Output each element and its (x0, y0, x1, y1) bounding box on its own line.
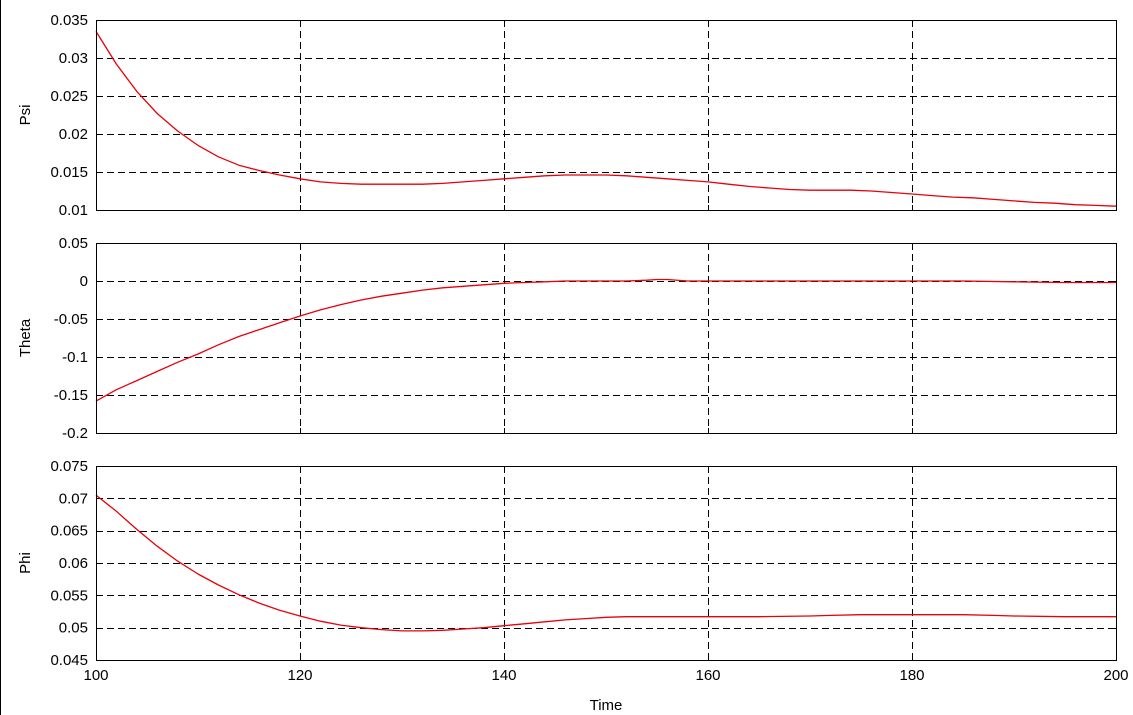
x-axis-label: Time (590, 697, 623, 714)
y-tick-label: 0 (80, 273, 88, 290)
y-tick-label: 0.05 (59, 620, 88, 637)
y-axis-label: Theta (17, 318, 34, 357)
x-tick-label: 200 (1103, 667, 1128, 684)
y-tick-label: 0.075 (50, 458, 88, 475)
x-tick-label: 120 (287, 667, 312, 684)
y-tick-label: 0.015 (50, 164, 88, 181)
y-tick-label: -0.2 (62, 425, 88, 442)
y-tick-label: 0.02 (59, 126, 88, 143)
x-tick-label: 140 (491, 667, 516, 684)
y-tick-label: -0.1 (62, 349, 88, 366)
y-tick-label: 0.045 (50, 652, 88, 669)
y-tick-label: 0.065 (50, 523, 88, 540)
x-tick-label: 180 (899, 667, 924, 684)
y-tick-label: 0.025 (50, 88, 88, 105)
y-axis-label: Psi (17, 105, 34, 126)
y-axis-label: Phi (17, 552, 34, 574)
y-tick-label: 0.06 (59, 555, 88, 572)
y-tick-label: 0.055 (50, 587, 88, 604)
x-tick-label: 100 (83, 667, 108, 684)
y-tick-label: 0.01 (59, 202, 88, 219)
x-tick-label: 160 (695, 667, 720, 684)
y-tick-label: -0.15 (54, 387, 88, 404)
y-tick-label: 0.03 (59, 50, 88, 67)
y-tick-label: 0.035 (50, 12, 88, 29)
y-tick-label: 0.07 (59, 490, 88, 507)
y-tick-label: -0.05 (54, 311, 88, 328)
y-tick-label: 0.05 (59, 235, 88, 252)
